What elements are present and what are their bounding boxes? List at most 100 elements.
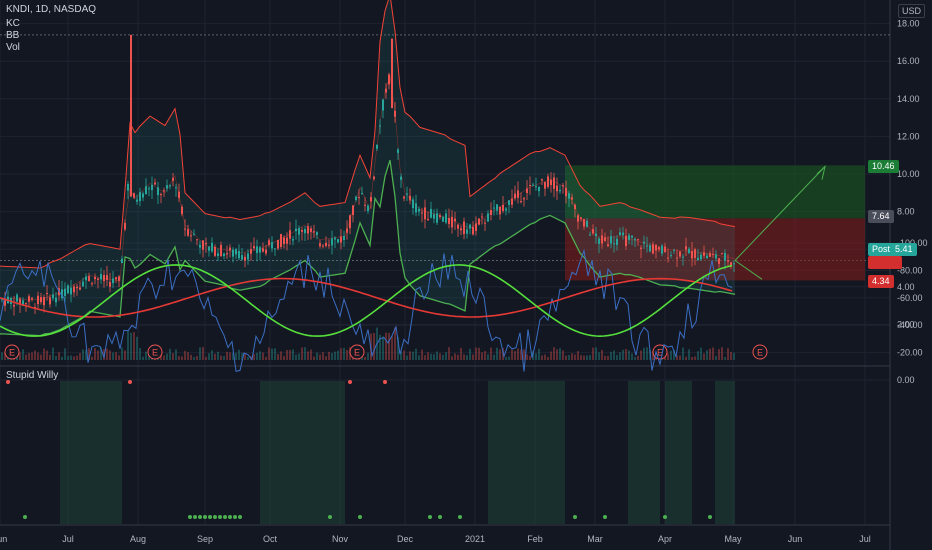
indicator-bb[interactable]: BB <box>6 30 20 41</box>
candle-body <box>679 251 681 257</box>
candle-body <box>187 229 189 236</box>
candle-body <box>232 249 234 257</box>
volume-bar <box>280 351 282 360</box>
candle-body <box>520 201 522 203</box>
candle-body <box>250 249 252 254</box>
currency-label[interactable]: USD <box>898 4 926 18</box>
osc-tick-label: -60.00 <box>897 293 923 303</box>
projection-arrows <box>734 164 826 280</box>
candle-body <box>655 244 657 251</box>
candle-body <box>310 228 312 232</box>
volume-bar <box>70 355 72 360</box>
candle-body <box>40 297 42 303</box>
volume-bar <box>301 347 303 360</box>
time-tick-label: Sep <box>197 534 213 544</box>
oscillator-title[interactable]: Stupid Willy <box>6 370 59 381</box>
volume-bar <box>637 355 639 360</box>
volume-bar <box>529 356 531 360</box>
volume-bar <box>400 351 402 360</box>
time-tick-label: 2021 <box>465 534 485 544</box>
volume-bar <box>622 349 624 360</box>
post-market-tag: Post 5.41 <box>868 243 917 256</box>
candle-body <box>190 235 192 237</box>
candle-body <box>139 192 141 202</box>
candle-body <box>103 274 105 282</box>
volume-bar <box>67 356 69 360</box>
candle-body <box>223 253 225 257</box>
candle-body <box>349 215 351 229</box>
volume-bar <box>100 347 102 360</box>
time-tick-label: Aug <box>130 534 146 544</box>
price-tick-label: 2.00 <box>897 319 915 329</box>
volume-bar <box>553 347 555 360</box>
volume-bar <box>106 348 108 360</box>
volume-bar <box>595 347 597 360</box>
candle-body <box>199 244 201 248</box>
volume-bar <box>211 350 213 360</box>
candle-body <box>484 222 486 224</box>
osc-zone <box>260 381 345 524</box>
volume-bar <box>367 352 369 360</box>
volume-bar <box>604 355 606 360</box>
volume-bar <box>571 353 573 360</box>
volume-bar <box>304 347 306 360</box>
candle-body <box>118 276 120 281</box>
volume-bar <box>559 348 561 360</box>
volume-bar <box>724 356 726 360</box>
volume-bar <box>712 347 714 360</box>
volume-bar <box>307 351 309 360</box>
volume-bar <box>121 347 123 360</box>
volume-bar <box>22 349 24 360</box>
candle-body <box>97 278 99 280</box>
symbol-title[interactable]: KNDI, 1D, NASDAQ <box>6 4 97 15</box>
candle-body <box>229 247 231 251</box>
volume-bar <box>283 356 285 360</box>
candle-body <box>379 125 381 127</box>
volume-bar <box>196 356 198 360</box>
candle-body <box>586 220 588 227</box>
volume-bar <box>685 356 687 360</box>
volume-bar <box>115 352 117 360</box>
candle-body <box>280 233 282 247</box>
time-tick-label: Jun <box>0 534 7 544</box>
volume-bar <box>676 355 678 360</box>
last-price-tag <box>868 256 902 269</box>
indicator-vol[interactable]: Vol <box>6 42 20 53</box>
target-price-tag: 10.46 <box>868 160 899 173</box>
volume-bar <box>547 356 549 360</box>
oversold-dot <box>663 515 667 519</box>
candle-body <box>466 229 468 234</box>
volume-bar <box>166 353 168 360</box>
candle-body <box>514 193 516 199</box>
candle-body <box>52 294 54 299</box>
volume-bar <box>541 355 543 360</box>
volume-bar <box>220 355 222 360</box>
time-tick-label: Jun <box>788 534 803 544</box>
candle-body <box>445 213 447 223</box>
price-axis: 18.0016.0014.0012.0010.008.006.004.002.0… <box>897 19 920 330</box>
volume-bar <box>550 351 552 360</box>
candle-body <box>454 218 456 222</box>
candle-body <box>34 306 36 308</box>
candle-body <box>568 193 570 199</box>
candle-body <box>508 200 510 205</box>
volume-bar <box>616 355 618 360</box>
candle-body <box>55 297 57 303</box>
indicator-kc[interactable]: KC <box>6 18 20 29</box>
candle-body <box>286 237 288 244</box>
candle-body <box>673 249 675 251</box>
volume-bar <box>127 331 129 360</box>
candle-body <box>112 278 114 284</box>
oversold-dot <box>218 515 222 519</box>
candle-body <box>649 245 651 252</box>
volume-bar <box>514 351 516 360</box>
volume-bar <box>607 355 609 360</box>
candle-body <box>676 257 678 259</box>
candle-body <box>688 248 690 254</box>
time-tick-label: May <box>724 534 742 544</box>
candle-body <box>322 245 324 247</box>
volume-bar <box>439 353 441 360</box>
volume-bar <box>703 353 705 360</box>
candle-body <box>37 295 39 305</box>
